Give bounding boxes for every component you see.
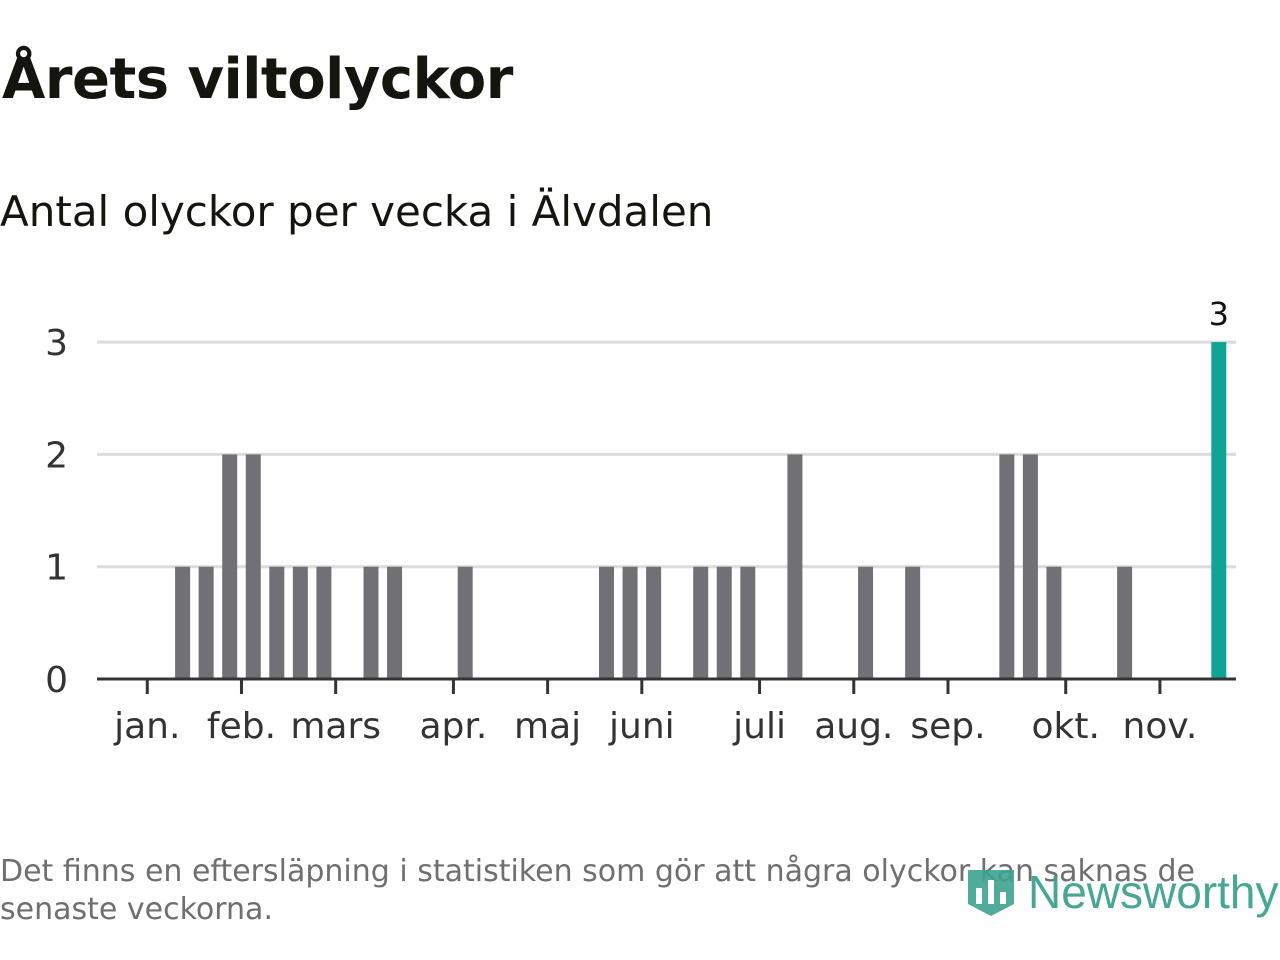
bar-week-47: [1211, 342, 1227, 679]
x-tick-label-maj: maj: [514, 706, 581, 747]
bar-week-39: [1022, 454, 1038, 679]
newsworthy-logo-text: Newsworthy: [1028, 866, 1279, 918]
bar-week-3: [175, 566, 191, 679]
bar-week-21: [599, 566, 614, 679]
bar-week-22: [622, 566, 638, 679]
bar-week-43: [1117, 566, 1133, 679]
y-tick-label-2: 2: [45, 435, 68, 476]
x-tick-label-mars: mars: [290, 706, 381, 747]
bar-week-6: [245, 454, 261, 679]
x-tick-label-sep.: sep.: [910, 706, 985, 747]
bar-week-26: [716, 566, 732, 679]
x-tick-label-apr.: apr.: [419, 706, 487, 747]
x-tick-label-feb.: feb.: [207, 706, 276, 747]
x-tick-label-okt.: okt.: [1032, 706, 1100, 747]
bar-week-25: [693, 566, 709, 679]
gridlines: [97, 340, 1236, 569]
bar-week-34: [905, 566, 921, 679]
bar-week-12: [387, 566, 403, 679]
newsworthy-logo-icon: [968, 870, 1014, 916]
bar-week-15: [457, 566, 473, 679]
bar-week-8: [292, 566, 308, 679]
newsworthy-logo: Newsworthy: [964, 860, 1279, 924]
bar-week-38: [999, 454, 1015, 679]
bar-week-23: [646, 566, 662, 679]
bar-week-40: [1046, 566, 1062, 679]
x-tick-label-jan.: jan.: [113, 706, 180, 747]
y-tick-label-1: 1: [45, 548, 68, 589]
y-tick-label-3: 3: [45, 323, 68, 364]
bar-week-4: [198, 566, 214, 679]
x-tick-label-nov.: nov.: [1123, 706, 1198, 747]
x-axis-month-labels: jan. feb. mars apr. maj juni juli aug. sep. okt. n…: [113, 706, 1197, 747]
x-tick-label-juli: juli: [732, 706, 786, 747]
chart-title: Årets viltolyckor: [2, 47, 513, 112]
data-labels: 3: [1209, 295, 1229, 333]
bars: [175, 342, 1227, 679]
data-label-week-47: 3: [1209, 295, 1229, 333]
bar-week-9: [316, 566, 332, 679]
y-tick-label-0: 0: [45, 660, 68, 701]
bar-week-27: [740, 566, 756, 679]
bar-week-29: [787, 454, 803, 679]
bar-week-32: [858, 566, 874, 679]
y-axis-tick-labels: 0 1 2 3: [45, 323, 68, 701]
x-tick-label-juni: juni: [608, 706, 675, 747]
bar-week-11: [363, 566, 379, 679]
x-axis: [97, 677, 1236, 694]
x-tick-label-aug.: aug.: [814, 706, 893, 747]
chart-subtitle: Antal olyckor per vecka i Älvdalen: [0, 187, 714, 236]
bar-week-7: [269, 566, 285, 679]
bar-week-5: [222, 454, 238, 679]
